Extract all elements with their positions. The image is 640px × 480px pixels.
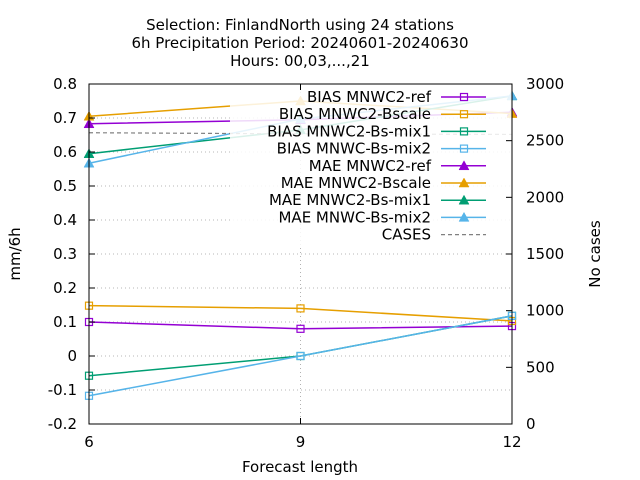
series-line bbox=[88, 304, 513, 322]
y2-axis-label: No cases bbox=[586, 220, 604, 288]
square-marker bbox=[459, 127, 469, 136]
triangle-marker bbox=[458, 194, 470, 205]
y2-tick-label: 500 bbox=[526, 358, 555, 376]
triangle-marker bbox=[458, 160, 470, 171]
y-tick-label: 0.1 bbox=[53, 313, 77, 331]
axes: -0.2 -0.1 0 0.1 0.2 0.3 0.4 0.5 0.6 0.7 0.8 0 500 100… bbox=[6, 75, 604, 476]
y-tick-label: 0.3 bbox=[53, 245, 77, 263]
title-line: Hours: 00,03,...,21 bbox=[230, 52, 370, 70]
y2-tick-label: 2000 bbox=[526, 188, 564, 206]
y-tick-label: 0.6 bbox=[53, 143, 77, 161]
y2-tick-label: 0 bbox=[526, 415, 536, 433]
y2-tick-label: 1000 bbox=[526, 302, 564, 320]
legend-label: BIAS MNWC-Bs-mix2 bbox=[277, 140, 431, 158]
square-marker bbox=[459, 144, 469, 153]
x-tick-label: 9 bbox=[296, 433, 306, 451]
legend-label: BIAS MNWC2-Bs-mix1 bbox=[267, 122, 431, 140]
y-tick-label: 0 bbox=[67, 347, 77, 365]
chart-title: Selection: FinlandNorth using 24 station… bbox=[131, 16, 468, 70]
y2-tick-label: 2500 bbox=[526, 132, 564, 150]
square-marker bbox=[296, 324, 305, 333]
y-tick-label: -0.1 bbox=[48, 381, 77, 399]
y-tick-label: 0.2 bbox=[53, 279, 77, 297]
legend-label: MAE MNWC2-ref bbox=[309, 157, 432, 175]
legend-label: BIAS MNWC2-ref bbox=[307, 88, 432, 106]
y-tick-label: 0.4 bbox=[53, 211, 77, 229]
y-axis-label: mm/6h bbox=[6, 227, 24, 280]
x-axis-label: Forecast length bbox=[242, 458, 358, 476]
legend-label: CASES bbox=[382, 226, 431, 244]
y2-tick-label: 3000 bbox=[526, 75, 564, 93]
triangle-marker bbox=[458, 177, 470, 188]
y2-tick-label: 1500 bbox=[526, 245, 564, 263]
y-tick-label: -0.2 bbox=[48, 415, 77, 433]
legend-label: MAE MNWC-Bs-mix2 bbox=[278, 208, 431, 226]
title-line: 6h Precipitation Period: 20240601-202406… bbox=[131, 34, 468, 52]
y-tick-label: 0.5 bbox=[53, 177, 77, 195]
y-tick-label: 0.7 bbox=[53, 109, 77, 127]
legend-label: MAE MNWC2-Bs-mix1 bbox=[269, 191, 431, 209]
square-marker bbox=[459, 110, 469, 119]
x-tick-label: 6 bbox=[84, 433, 94, 451]
title-line: Selection: FinlandNorth using 24 station… bbox=[146, 16, 454, 34]
legend-label: MAE MNWC2-Bscale bbox=[281, 174, 431, 192]
square-marker bbox=[296, 304, 305, 313]
data-layer bbox=[83, 90, 518, 400]
x-tick-label: 12 bbox=[502, 433, 521, 451]
series-line bbox=[88, 315, 513, 397]
triangle-marker bbox=[458, 211, 470, 222]
square-marker bbox=[296, 351, 305, 361]
series-line bbox=[88, 321, 513, 330]
square-marker bbox=[459, 92, 469, 102]
legend-label: BIAS MNWC2-Bscale bbox=[279, 105, 431, 123]
y-tick-label: 0.8 bbox=[53, 75, 77, 93]
